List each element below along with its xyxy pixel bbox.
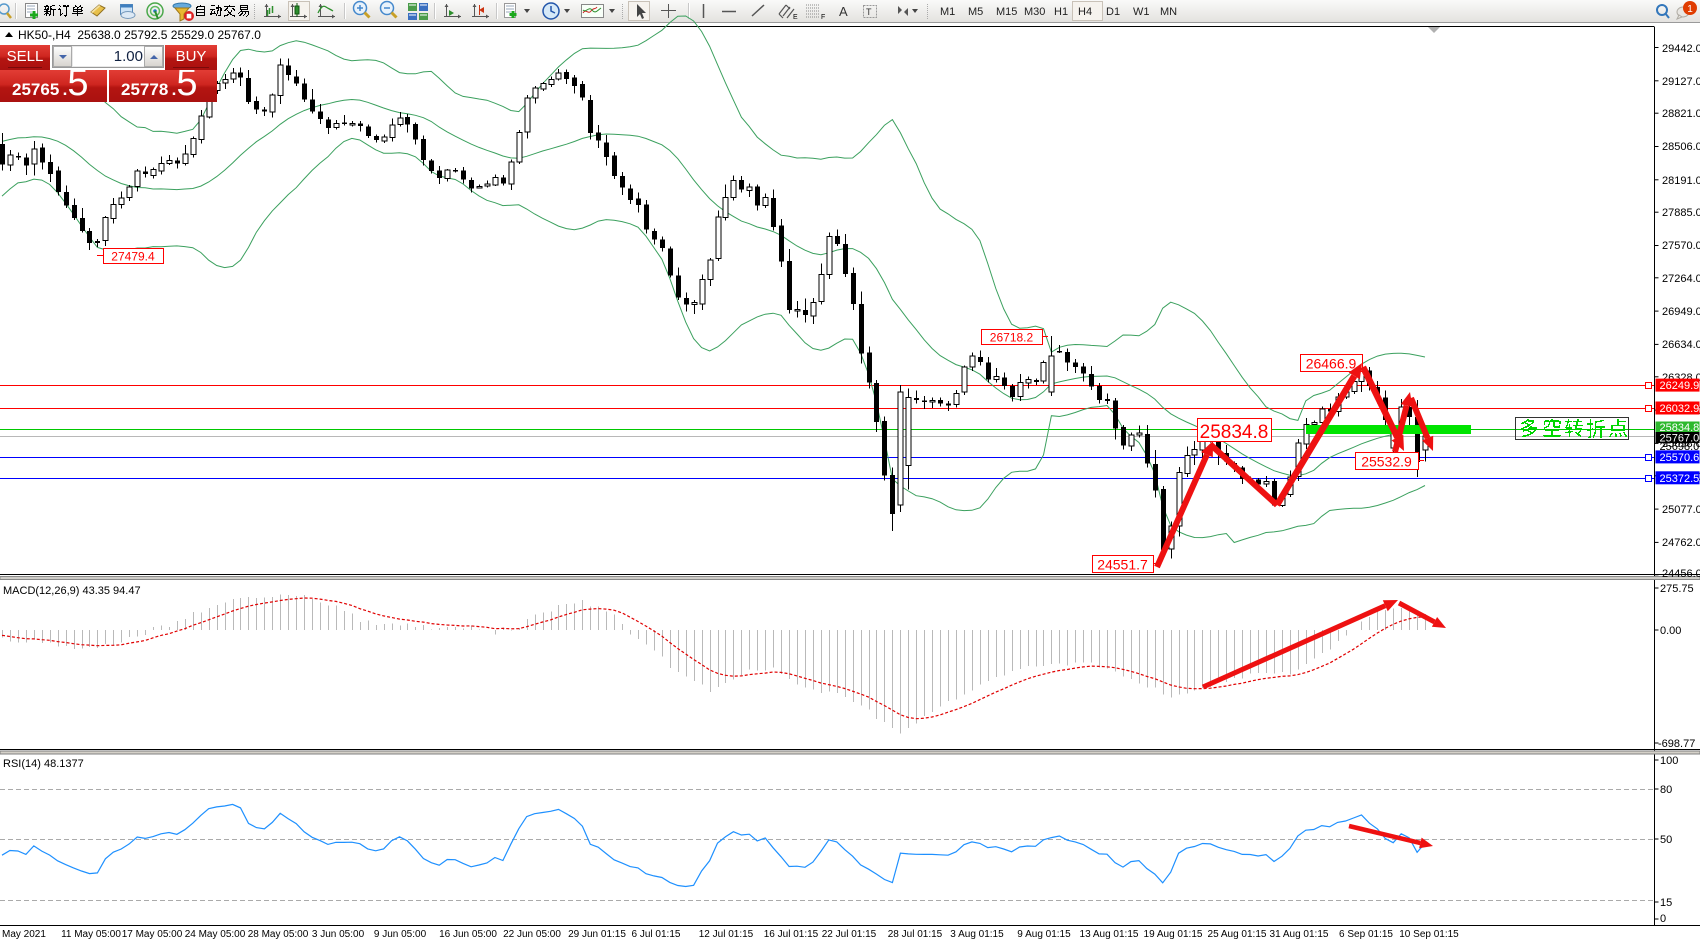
svg-text:25698.0: 25698.0 [1660, 441, 1700, 453]
svg-text:0: 0 [1660, 913, 1666, 925]
svg-text:May 2021: May 2021 [2, 929, 46, 940]
svg-text:28 Jul 01:15: 28 Jul 01:15 [888, 929, 943, 940]
svg-text:275.75: 275.75 [1660, 583, 1694, 595]
svg-text:28506.0: 28506.0 [1662, 141, 1700, 153]
svg-text:24551.7: 24551.7 [1097, 557, 1148, 573]
svg-text:26718.2: 26718.2 [990, 331, 1034, 345]
svg-text:22 Jun 05:00: 22 Jun 05:00 [503, 929, 561, 940]
svg-text:17 May 05:00: 17 May 05:00 [122, 929, 183, 940]
svg-text:A: A [839, 4, 848, 19]
svg-text:HK50-,H4 25638.0 25792.5 2552: HK50-,H4 25638.0 25792.5 25529.0 25767.0 [18, 28, 261, 42]
svg-text:25532.9: 25532.9 [1361, 454, 1412, 470]
svg-text:16 Jul 01:15: 16 Jul 01:15 [764, 929, 819, 940]
svg-text:D1: D1 [1106, 6, 1120, 18]
svg-text:19 Aug 01:15: 19 Aug 01:15 [1144, 929, 1203, 940]
svg-text:100: 100 [1660, 755, 1678, 767]
svg-text:6 Jul 01:15: 6 Jul 01:15 [632, 929, 681, 940]
svg-text:25372.5: 25372.5 [1660, 473, 1700, 485]
svg-text:26249.9: 26249.9 [1660, 380, 1700, 392]
svg-text:-698.77: -698.77 [1658, 738, 1695, 750]
svg-text:10 Sep 01:15: 10 Sep 01:15 [1399, 929, 1459, 940]
svg-text:3 Aug 01:15: 3 Aug 01:15 [950, 929, 1004, 940]
svg-text:24762.0: 24762.0 [1662, 537, 1700, 549]
svg-text:26032.9: 26032.9 [1660, 403, 1700, 415]
svg-text:M30: M30 [1024, 6, 1045, 18]
svg-text:25834.8: 25834.8 [1200, 422, 1269, 443]
svg-text:31 Aug 01:15: 31 Aug 01:15 [1270, 929, 1329, 940]
svg-text:12 Jul 01:15: 12 Jul 01:15 [699, 929, 754, 940]
svg-text:29127.0: 29127.0 [1662, 76, 1700, 88]
svg-text:25834.8: 25834.8 [1660, 422, 1700, 434]
svg-text:27479.4: 27479.4 [111, 250, 155, 264]
svg-text:9 Aug 01:15: 9 Aug 01:15 [1017, 929, 1071, 940]
svg-text:28 May 05:00: 28 May 05:00 [248, 929, 309, 940]
svg-text:25767.0: 25767.0 [1660, 433, 1700, 445]
svg-text:26634.0: 26634.0 [1662, 339, 1700, 351]
svg-text:M1: M1 [940, 6, 955, 18]
svg-text:22 Jul 01:15: 22 Jul 01:15 [822, 929, 877, 940]
svg-text:M5: M5 [968, 6, 983, 18]
svg-text:H4: H4 [1078, 6, 1092, 18]
svg-text:28191.0: 28191.0 [1662, 175, 1700, 187]
svg-text:6 Sep 01:15: 6 Sep 01:15 [1339, 929, 1393, 940]
svg-text:13 Aug 01:15: 13 Aug 01:15 [1080, 929, 1139, 940]
svg-text:24 May 05:00: 24 May 05:00 [185, 929, 246, 940]
svg-text:27885.0: 27885.0 [1662, 207, 1700, 219]
svg-text:29442.0: 29442.0 [1662, 43, 1700, 55]
svg-text:50: 50 [1660, 834, 1672, 846]
svg-text:16 Jun 05:00: 16 Jun 05:00 [439, 929, 497, 940]
svg-text:25077.0: 25077.0 [1662, 504, 1700, 516]
svg-text:9 Jun 05:00: 9 Jun 05:00 [374, 929, 427, 940]
svg-text:26466.9: 26466.9 [1306, 356, 1357, 372]
svg-text:0.00: 0.00 [1660, 625, 1681, 637]
svg-text:26949.0: 26949.0 [1662, 306, 1700, 318]
svg-text:15: 15 [1660, 897, 1672, 909]
svg-text:RSI(14) 48.1377: RSI(14) 48.1377 [3, 758, 84, 770]
svg-text:27264.0: 27264.0 [1662, 273, 1700, 285]
svg-text:W1: W1 [1133, 6, 1150, 18]
svg-text:M15: M15 [996, 6, 1017, 18]
svg-text:3 Jun 05:00: 3 Jun 05:00 [312, 929, 365, 940]
svg-text:29 Jun 01:15: 29 Jun 01:15 [568, 929, 626, 940]
svg-text:80: 80 [1660, 784, 1672, 796]
svg-text:11 May 05:00: 11 May 05:00 [61, 929, 121, 940]
svg-text:25 Aug 01:15: 25 Aug 01:15 [1208, 929, 1267, 940]
svg-text:F: F [821, 14, 825, 21]
svg-text:E: E [793, 14, 798, 21]
svg-text:27570.0: 27570.0 [1662, 240, 1700, 252]
svg-text:24456.0: 24456.0 [1662, 568, 1700, 580]
svg-text:T: T [866, 7, 872, 17]
svg-text:MN: MN [1160, 6, 1177, 18]
svg-text:25570.6: 25570.6 [1660, 452, 1700, 464]
svg-text:28821.0: 28821.0 [1662, 108, 1700, 120]
svg-text:1: 1 [1687, 4, 1693, 15]
svg-text:H1: H1 [1054, 6, 1068, 18]
svg-text:MACD(12,26,9) 43.35 94.47: MACD(12,26,9) 43.35 94.47 [3, 585, 141, 597]
